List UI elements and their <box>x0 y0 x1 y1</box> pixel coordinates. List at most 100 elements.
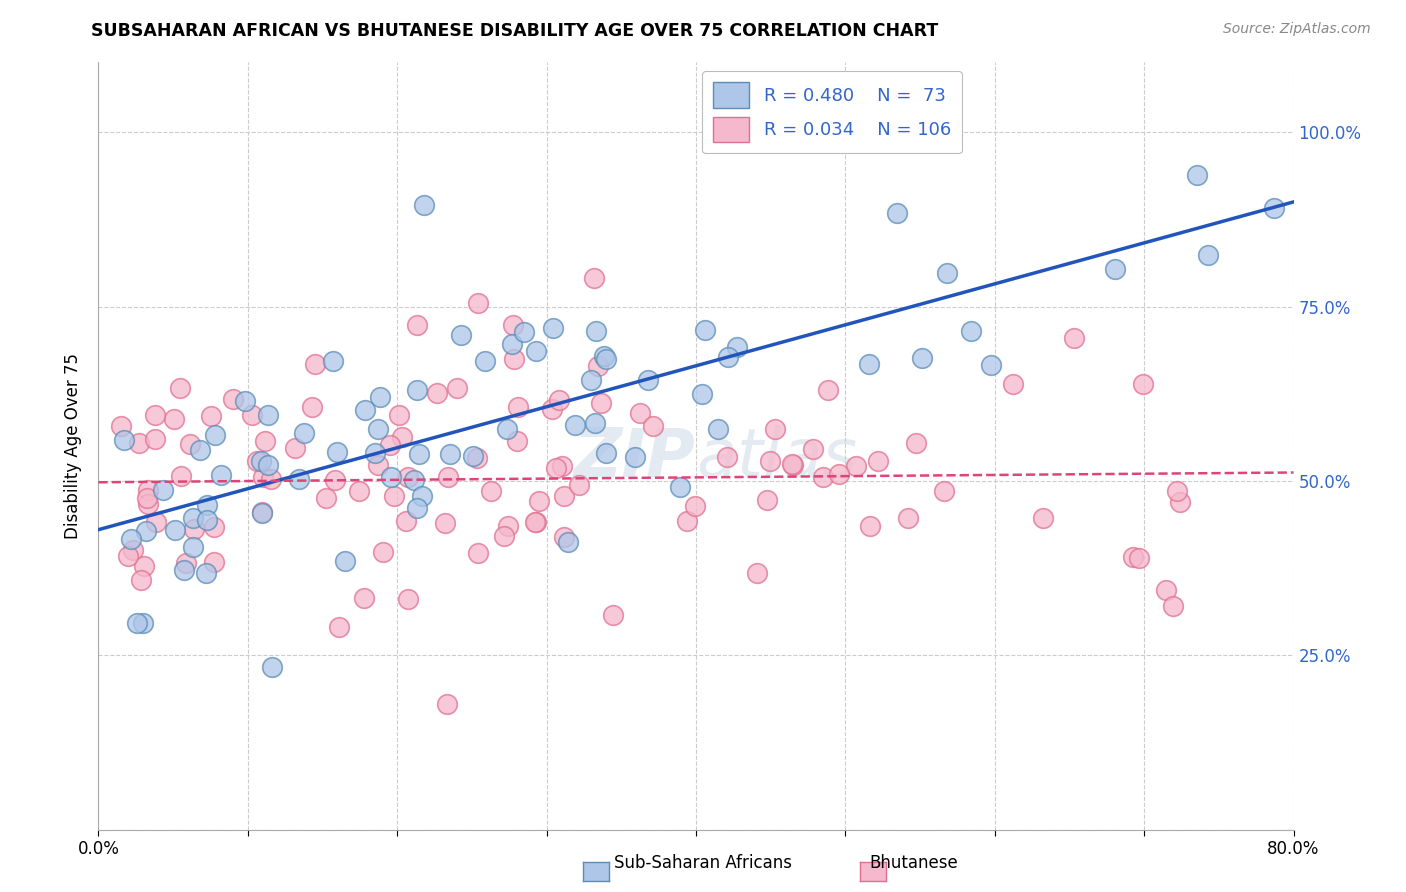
Text: atlas: atlas <box>696 425 858 491</box>
Point <box>145 515 167 529</box>
Point <box>585 324 607 338</box>
Point <box>408 447 430 461</box>
Point <box>253 434 276 448</box>
Point <box>246 454 269 468</box>
Point <box>692 387 714 401</box>
Point <box>165 523 187 537</box>
Point <box>1032 511 1054 525</box>
Point <box>980 358 1002 372</box>
Point <box>120 532 142 546</box>
Point <box>195 499 218 513</box>
Point <box>250 506 273 520</box>
Point <box>717 350 740 364</box>
Point <box>503 352 526 367</box>
Point <box>465 450 488 465</box>
Point <box>257 458 280 473</box>
Point <box>630 406 652 420</box>
Point <box>523 516 546 530</box>
Point <box>1185 168 1208 182</box>
Y-axis label: Disability Age Over 75: Disability Age Over 75 <box>65 353 83 539</box>
Point <box>1197 248 1219 262</box>
Point <box>557 535 579 549</box>
Point <box>404 473 426 487</box>
Point <box>551 459 574 474</box>
Point <box>288 472 311 486</box>
Point <box>135 491 157 505</box>
Point <box>396 469 419 483</box>
Point <box>162 411 184 425</box>
Point <box>233 393 256 408</box>
Point <box>911 351 934 365</box>
Point <box>136 497 159 511</box>
Point <box>845 458 868 473</box>
Point <box>433 516 456 530</box>
Point <box>152 483 174 497</box>
Point <box>932 484 955 499</box>
Text: ZIP: ZIP <box>574 425 696 491</box>
Point <box>780 457 803 471</box>
Point <box>595 351 617 366</box>
Point <box>1263 201 1285 215</box>
Point <box>260 660 283 674</box>
Point <box>1168 495 1191 509</box>
Point <box>202 555 225 569</box>
Point <box>496 422 519 436</box>
Point <box>1161 599 1184 613</box>
Point <box>169 381 191 395</box>
Point <box>125 616 148 631</box>
Point <box>328 619 350 633</box>
Point <box>371 545 394 559</box>
Point <box>284 441 307 455</box>
Point <box>135 524 157 539</box>
Point <box>641 418 664 433</box>
Point <box>467 546 489 560</box>
Point <box>716 450 738 464</box>
Point <box>637 373 659 387</box>
Point <box>436 697 458 711</box>
Point <box>413 198 436 212</box>
Point <box>676 515 699 529</box>
Point <box>333 554 356 568</box>
Point <box>183 522 205 536</box>
Point <box>935 266 957 280</box>
Point <box>181 541 204 555</box>
Point <box>595 446 617 460</box>
Point <box>745 566 768 580</box>
Point <box>1128 551 1150 566</box>
Point <box>387 408 409 422</box>
Point <box>759 454 782 468</box>
Point <box>411 489 433 503</box>
Point <box>181 511 204 525</box>
Point <box>112 434 135 448</box>
Point <box>132 559 155 574</box>
Point <box>886 206 908 220</box>
Point <box>543 321 565 335</box>
Point <box>1063 331 1085 345</box>
Point <box>756 492 779 507</box>
Point <box>502 318 524 332</box>
Point <box>366 422 388 436</box>
Point <box>827 467 849 481</box>
Point <box>250 505 273 519</box>
Point <box>292 425 315 440</box>
Point <box>450 327 472 342</box>
Point <box>204 427 226 442</box>
Point <box>260 472 283 486</box>
Point <box>325 473 347 487</box>
Point <box>508 401 530 415</box>
Point <box>1166 483 1188 498</box>
Point <box>474 354 496 368</box>
Point <box>136 483 159 498</box>
Point <box>527 493 550 508</box>
Point <box>553 530 575 544</box>
Point <box>363 445 385 459</box>
Point <box>564 417 586 432</box>
Point <box>406 383 429 397</box>
Point <box>143 432 166 446</box>
Point <box>176 556 198 570</box>
Point <box>252 470 274 484</box>
Point <box>695 323 717 337</box>
Point <box>623 450 645 465</box>
Point <box>354 402 377 417</box>
Point <box>858 357 880 371</box>
